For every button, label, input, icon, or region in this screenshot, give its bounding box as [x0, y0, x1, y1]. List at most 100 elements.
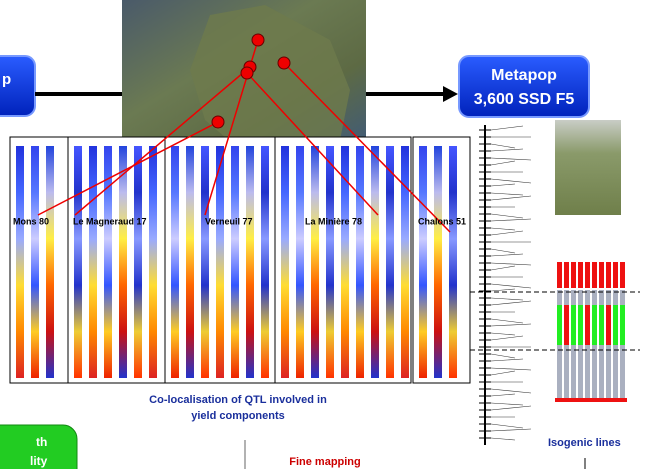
field-photo [555, 120, 621, 215]
stripe [74, 146, 82, 378]
location-dot [278, 57, 290, 69]
iso-top [585, 262, 590, 288]
marker-lead [491, 336, 523, 340]
metapop-title: Metapop [491, 67, 557, 84]
left-box-label: p [2, 71, 11, 88]
iso-base [555, 398, 627, 402]
marker-lead [491, 438, 515, 440]
marker-lead [491, 324, 531, 326]
stripe [449, 146, 457, 378]
iso-top [571, 262, 576, 288]
marker-lead [491, 228, 515, 230]
marker-lead [491, 263, 531, 265]
marker-lead [491, 289, 515, 291]
stripe [341, 146, 349, 378]
green-box-text: lity [30, 454, 48, 468]
marker-lead [491, 254, 523, 256]
marker-lead [491, 184, 515, 186]
stripe [134, 146, 142, 378]
marker-lead [491, 196, 531, 200]
stripe [326, 146, 334, 378]
caption: Co-localisation of QTL involved in [149, 394, 327, 406]
marker-lead [491, 284, 531, 288]
fine-mapping: Fine mapping [289, 456, 361, 468]
marker-lead [491, 389, 531, 393]
marker-lead [491, 249, 515, 253]
marker-lead [491, 368, 531, 370]
marker-lead [491, 179, 531, 183]
isogenic-bars [555, 262, 627, 402]
stripe [89, 146, 97, 378]
iso-mid [620, 305, 625, 345]
green-box-text: th [36, 435, 47, 449]
stripe [401, 146, 409, 378]
iso-top [578, 262, 583, 288]
location-dot [252, 34, 264, 46]
stripe [231, 146, 239, 378]
iso-top [592, 262, 597, 288]
marker-lead [491, 301, 531, 305]
marker-lead [491, 266, 515, 270]
stripe [149, 146, 157, 378]
stripe [186, 146, 194, 378]
stripe [371, 146, 379, 378]
marker-lead [491, 214, 523, 218]
iso-top [613, 262, 618, 288]
stripe [16, 146, 24, 378]
stripe [216, 146, 224, 378]
marker-lead [491, 406, 531, 410]
stripe [419, 146, 427, 378]
arrow-head [443, 86, 458, 102]
qtl-panels [10, 137, 470, 383]
location-label: Le Magneraud 17 [73, 216, 147, 226]
marker-lead [491, 371, 515, 375]
marker-lead [491, 429, 531, 431]
location-label: Mons 80 [13, 216, 49, 226]
stripe [46, 146, 54, 378]
stripe [356, 146, 364, 378]
stripe [171, 146, 179, 378]
location-label: Verneuil 77 [205, 216, 253, 226]
location-dot [212, 116, 224, 128]
marker-lead [491, 144, 515, 148]
marker-lead [491, 158, 531, 160]
stripe [246, 146, 254, 378]
marker-lead [491, 126, 523, 130]
marker-lead [491, 394, 515, 396]
caption: yield components [191, 410, 285, 422]
stripe [434, 146, 442, 378]
marker-lead [491, 424, 523, 428]
iso-top [606, 262, 611, 288]
marker-lead [491, 161, 515, 165]
iso-mid [578, 305, 583, 345]
stripe [201, 146, 209, 378]
stripe [281, 146, 289, 378]
marker-lead [491, 298, 523, 300]
marker-lead [491, 359, 523, 361]
iso-top [620, 262, 625, 288]
iso-top [557, 262, 562, 288]
stripe [31, 146, 39, 378]
marker-lead [491, 354, 515, 358]
marker-lead [491, 403, 523, 405]
location-label: La Minière 78 [305, 216, 362, 226]
marker-lead [491, 149, 523, 151]
iso-top [564, 262, 569, 288]
diagram: p Metapop 3,600 SSD F5 Mons 80 Le Magner… [0, 0, 651, 469]
stripe [296, 146, 304, 378]
isogenic-label: Isogenic lines [548, 437, 621, 449]
stripe [261, 146, 269, 378]
iso-mid [606, 305, 611, 345]
marker-lead [491, 319, 523, 323]
iso-mid [564, 305, 569, 345]
genetic-map [479, 125, 531, 445]
iso-top [599, 262, 604, 288]
iso-mid [585, 305, 590, 345]
iso-mid [571, 305, 576, 345]
marker-lead [491, 219, 531, 221]
location-label: Chalons 51 [418, 216, 466, 226]
marker-lead [491, 333, 515, 335]
iso-mid [557, 305, 562, 345]
iso-mid [599, 305, 604, 345]
iso-mid [613, 305, 618, 345]
